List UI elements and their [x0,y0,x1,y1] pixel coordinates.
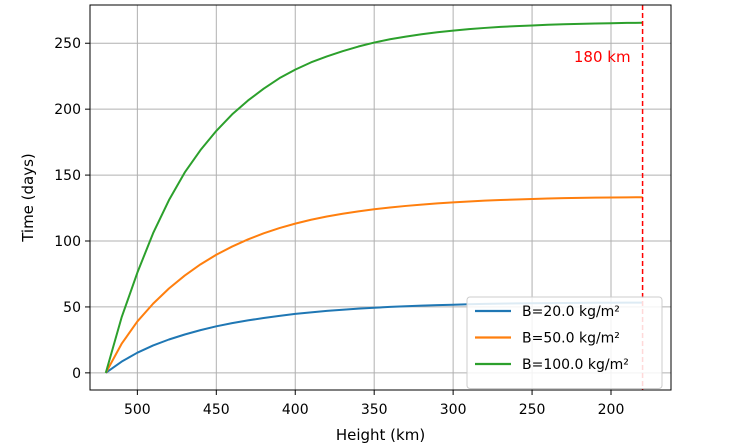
y-tick-label: 50 [63,300,81,316]
y-tick-label: 0 [72,366,81,382]
x-axis-label: Height (km) [336,426,425,444]
y-axis-label: Time (days) [19,153,37,243]
x-tick-label: 450 [203,402,230,418]
legend-box [466,296,663,389]
x-tick-label: 300 [440,402,467,418]
x-tick-label: 350 [361,402,388,418]
axis-ticks: 500 450 400 350 300 250 200 0 50 100 150 200 250 [54,36,624,418]
x-tick-label: 200 [598,402,625,418]
reference-line-label: 180 km [574,48,631,66]
series-line-2 [104,196,643,374]
legend[interactable]: B=20.0 kg/m² B=50.0 kg/m² B=100.0 kg/m² [466,296,663,389]
x-tick-label: 500 [124,402,151,418]
legend-entry-label: B=50.0 kg/m² [522,331,620,347]
y-tick-label: 200 [54,102,81,118]
legend-entry-label: B=100.0 kg/m² [522,357,629,373]
plot-frame [89,4,672,391]
y-tick-label: 100 [54,234,81,250]
y-tick-label: 150 [54,168,81,184]
series-line-3 [104,21,643,374]
x-tick-label: 400 [282,402,309,418]
x-tick-label: 250 [519,402,546,418]
legend-entry-label: B=20.0 kg/m² [522,304,620,320]
y-tick-label: 250 [54,36,81,52]
